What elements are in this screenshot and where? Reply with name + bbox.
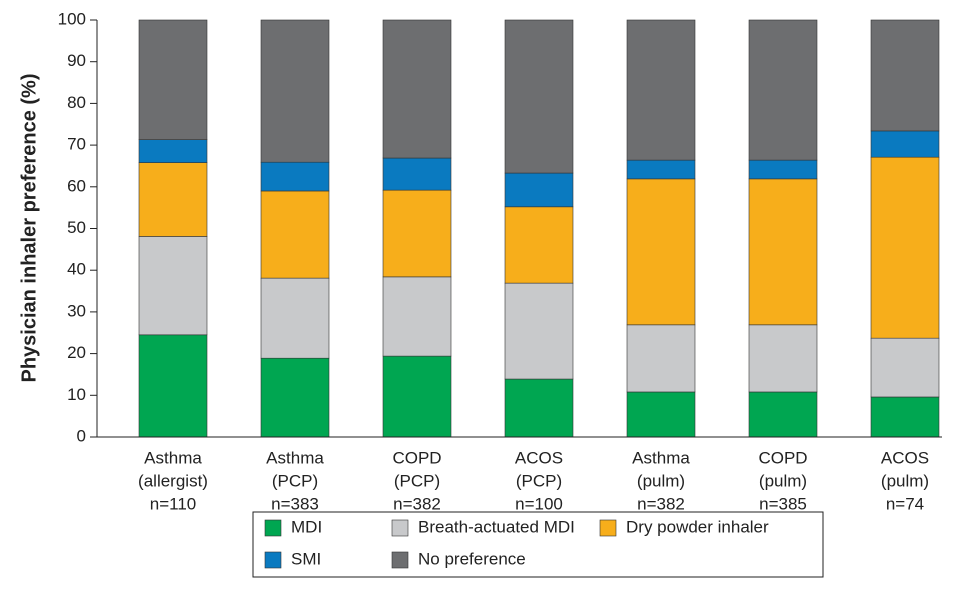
- bar-segment: [870, 156, 940, 339]
- bar-segment: [260, 190, 330, 279]
- y-tick-label: 60: [67, 176, 86, 195]
- bar-segment: [260, 357, 330, 438]
- y-tick-label: 80: [67, 93, 86, 112]
- bar-segment: [626, 178, 696, 326]
- y-axis-label: Physician inhaler preference (%): [18, 73, 40, 382]
- bar-segment: [748, 391, 818, 438]
- bar-segment: [626, 159, 696, 180]
- x-tick-label: (PCP): [272, 471, 318, 490]
- y-tick-label: 30: [67, 301, 86, 320]
- bar-segment: [382, 355, 452, 438]
- bar-segment: [504, 282, 574, 380]
- y-tick-label: 20: [67, 343, 86, 362]
- y-tick-label: 50: [67, 218, 86, 237]
- bar-segment: [382, 276, 452, 357]
- x-tick-label: n=110: [150, 494, 196, 513]
- bar-segment: [260, 277, 330, 359]
- legend-swatch: [391, 519, 409, 537]
- bar-segment: [870, 337, 940, 398]
- x-tick-label: n=385: [759, 494, 807, 513]
- x-tick-label: Asthma: [632, 448, 690, 467]
- bar-segment: [138, 162, 208, 237]
- x-tick-label: (pulm): [637, 471, 685, 490]
- bar-segment: [504, 172, 574, 208]
- bar-segment: [870, 396, 940, 438]
- x-tick-label: (allergist): [138, 471, 208, 490]
- y-tick-label: 10: [67, 385, 86, 404]
- x-tick-label: (pulm): [881, 471, 929, 490]
- x-tick-label: ACOS: [515, 448, 563, 467]
- y-tick-label: 100: [58, 9, 86, 28]
- bar-segment: [626, 391, 696, 438]
- bar-segment: [748, 159, 818, 180]
- bar-segment: [748, 324, 818, 393]
- x-tick-label: n=382: [393, 494, 441, 513]
- x-tick-label: n=383: [271, 494, 319, 513]
- y-tick-label: 70: [67, 135, 86, 154]
- bar-segment: [870, 19, 940, 132]
- y-tick-label: 0: [77, 426, 86, 445]
- x-tick-label: n=382: [637, 494, 685, 513]
- legend-label: No preference: [418, 549, 526, 568]
- x-tick-label: COPD: [758, 448, 807, 467]
- bar-segment: [748, 19, 818, 161]
- legend-swatch: [264, 519, 282, 537]
- bar-segment: [504, 19, 574, 174]
- bar-segment: [626, 324, 696, 393]
- bar-segment: [138, 236, 208, 336]
- legend-label: Dry powder inhaler: [626, 517, 769, 536]
- y-tick-label: 90: [67, 51, 86, 70]
- x-tick-label: n=74: [886, 494, 924, 513]
- bar-segment: [260, 161, 330, 192]
- x-tick-label: Asthma: [266, 448, 324, 467]
- legend-swatch: [264, 551, 282, 569]
- legend-box: [252, 511, 824, 578]
- bar-segment: [504, 206, 574, 284]
- bar-segment: [870, 130, 940, 158]
- x-tick-label: COPD: [392, 448, 441, 467]
- legend-swatch: [599, 519, 617, 537]
- bar-segment: [626, 19, 696, 161]
- x-tick-label: (PCP): [394, 471, 440, 490]
- x-tick-label: ACOS: [881, 448, 929, 467]
- y-tick-label: 40: [67, 260, 86, 279]
- bar-segment: [138, 19, 208, 140]
- bar-segment: [748, 178, 818, 326]
- bar-segment: [382, 157, 452, 191]
- bar-segment: [382, 19, 452, 159]
- x-tick-label: (pulm): [759, 471, 807, 490]
- legend-label: SMI: [291, 549, 321, 568]
- bar-segment: [138, 334, 208, 438]
- bar-segment: [382, 189, 452, 278]
- legend-label: MDI: [291, 517, 322, 536]
- x-tick-label: Asthma: [144, 448, 202, 467]
- legend-label: Breath-actuated MDI: [418, 517, 575, 536]
- legend-swatch: [391, 551, 409, 569]
- x-tick-label: n=100: [515, 494, 563, 513]
- bar-segment: [260, 19, 330, 163]
- bar-segment: [504, 378, 574, 438]
- x-tick-label: (PCP): [516, 471, 562, 490]
- bar-segment: [138, 139, 208, 163]
